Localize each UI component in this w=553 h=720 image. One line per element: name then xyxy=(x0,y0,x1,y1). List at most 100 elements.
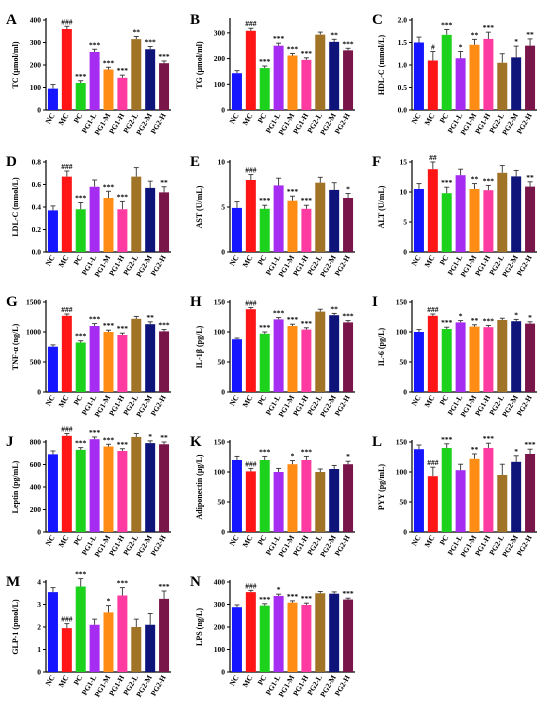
bar-pc xyxy=(259,333,270,392)
significance-label: ### xyxy=(427,458,439,467)
significance-label: *** xyxy=(158,582,170,591)
bar-mc xyxy=(245,471,256,532)
x-tick-label: NC xyxy=(43,674,56,688)
y-axis-label: AST (U/mL) xyxy=(195,185,204,228)
bar-pg1-h xyxy=(301,460,312,532)
y-tick-label: 0.0 xyxy=(398,106,408,115)
significance-label: *** xyxy=(89,40,101,49)
bar-pg2-h xyxy=(159,192,170,252)
significance-label: *** xyxy=(287,187,299,196)
bar-pg2-h xyxy=(525,454,536,532)
y-tick-label: 100 xyxy=(214,468,226,477)
y-axis-label: GLP-1 (pmol/L) xyxy=(11,599,20,655)
significance-label: ### xyxy=(61,615,73,624)
significance-label: * xyxy=(291,452,295,461)
x-tick-label: NC xyxy=(43,112,56,126)
y-tick-label: 400 xyxy=(214,578,226,587)
significance-label: *** xyxy=(158,52,170,61)
significance-label: *** xyxy=(301,319,313,328)
bar-pg2-h xyxy=(159,598,170,672)
y-tick-label: 0 xyxy=(403,388,407,397)
significance-label: * xyxy=(514,447,518,456)
bar-pc xyxy=(75,449,86,532)
bar-mc xyxy=(61,315,72,392)
y-tick-label: 0.8 xyxy=(32,158,42,167)
y-tick-label: 100 xyxy=(396,468,408,477)
bar-pg2-m xyxy=(145,187,156,252)
y-tick-label: 1000 xyxy=(26,328,41,337)
significance-label: ## xyxy=(429,153,437,162)
y-tick-label: 150 xyxy=(214,298,226,307)
bar-pg1-l xyxy=(273,45,284,110)
significance-label: *** xyxy=(89,315,101,324)
significance-label: ** xyxy=(471,30,479,39)
significance-label: # xyxy=(431,43,435,52)
bar-pg2-h xyxy=(343,464,354,532)
bar-pc xyxy=(75,209,86,252)
x-tick-label: PC xyxy=(72,112,85,125)
x-tick-label: PC xyxy=(256,674,269,687)
bar-mc xyxy=(61,29,72,110)
y-axis-label: TNF-α (ng/L) xyxy=(11,323,20,370)
bar-pg2-m xyxy=(511,57,522,110)
significance-label: *** xyxy=(145,38,157,47)
bar-pg1-h xyxy=(483,327,494,392)
y-tick-label: 50 xyxy=(400,498,408,507)
bar-mc xyxy=(61,628,72,672)
panel-letter: M xyxy=(6,574,20,590)
significance-label: ### xyxy=(61,305,73,314)
y-tick-label: 1 xyxy=(37,645,41,654)
significance-label: ### xyxy=(61,17,73,26)
bar-pg1-l xyxy=(89,51,100,110)
y-tick-label: 2.0 xyxy=(398,16,408,25)
significance-label: *** xyxy=(75,194,87,203)
significance-label: *** xyxy=(342,39,354,48)
bar-pg1-h xyxy=(301,59,312,110)
y-axis-label: IL-6 (pg/L) xyxy=(377,327,386,366)
bar-pg2-h xyxy=(343,599,354,672)
bar-pg1-m xyxy=(469,326,480,392)
significance-label: *** xyxy=(103,58,115,67)
y-tick-label: 10 xyxy=(400,188,408,197)
bar-pg2-l xyxy=(131,318,142,392)
y-tick-label: 0.5 xyxy=(398,83,408,92)
significance-label: * xyxy=(459,312,463,321)
significance-label: *** xyxy=(301,594,313,603)
y-tick-label: 150 xyxy=(396,438,408,447)
x-tick-label: MC xyxy=(241,674,255,689)
bar-pc xyxy=(259,208,270,252)
bar-nc xyxy=(47,454,58,532)
bar-pg2-h xyxy=(525,186,536,252)
x-tick-label: MC xyxy=(57,674,71,689)
significance-label: *** xyxy=(342,312,354,321)
x-tick-label: MC xyxy=(57,534,71,549)
bar-nc xyxy=(47,210,58,252)
significance-label: * xyxy=(148,432,152,441)
significance-label: *** xyxy=(287,44,299,53)
x-tick-label: PC xyxy=(438,112,451,125)
significance-label: * xyxy=(277,585,281,594)
significance-label: *** xyxy=(75,570,87,579)
x-tick-label: NC xyxy=(227,254,240,268)
bar-pg1-l xyxy=(273,595,284,672)
bar-pg1-l xyxy=(455,175,466,252)
bar-pg2-l xyxy=(315,472,326,532)
bar-nc xyxy=(47,88,58,110)
y-tick-label: 0 xyxy=(221,248,225,257)
significance-label: * xyxy=(528,313,532,322)
y-axis-label: ALT (U/mL) xyxy=(377,185,386,228)
y-tick-label: 200 xyxy=(30,61,42,70)
bar-nc xyxy=(47,346,58,392)
x-tick-label: MC xyxy=(241,253,255,268)
significance-label: *** xyxy=(524,440,536,449)
bar-pg1-m xyxy=(287,55,298,110)
bar-pc xyxy=(441,448,452,532)
significance-label: *** xyxy=(483,316,495,325)
x-tick-label: MC xyxy=(423,394,437,409)
